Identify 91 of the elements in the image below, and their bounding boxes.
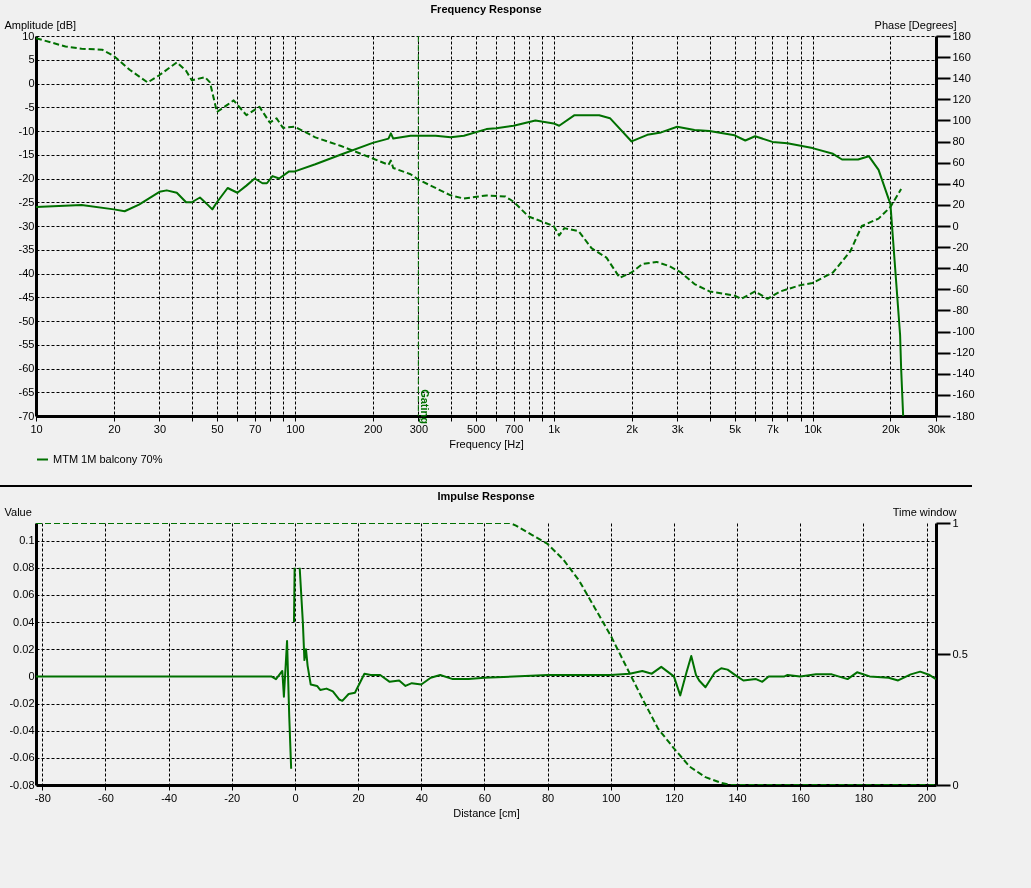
x-tick-label: 200 bbox=[364, 422, 383, 435]
x-tick-label: 30k bbox=[927, 422, 946, 435]
y-tick-label: 0.02 bbox=[13, 642, 35, 655]
y2-tick-label: 0 bbox=[952, 219, 959, 232]
legend-label: MTM 1M balcony 70% bbox=[53, 452, 163, 465]
x-tick-label: 80 bbox=[541, 791, 555, 804]
chart-title: Frequency Response bbox=[430, 3, 542, 15]
y-tick-label: -10 bbox=[18, 124, 35, 137]
x-tick-label: 20 bbox=[108, 422, 121, 435]
y-tick-label: 5 bbox=[28, 53, 35, 66]
y-tick-label: -55 bbox=[18, 338, 35, 351]
x-tick-label: 5k bbox=[729, 422, 742, 435]
x-tick-label: 60 bbox=[478, 791, 492, 804]
ref-line-label: Gating bbox=[419, 389, 432, 424]
y2-tick-label: 100 bbox=[952, 113, 971, 126]
x-tick-label: 50 bbox=[211, 422, 224, 435]
x-tick-label: 100 bbox=[602, 791, 621, 804]
y2-tick-label: -180 bbox=[952, 409, 975, 422]
y2-tick-label: -100 bbox=[952, 325, 975, 338]
y2-tick-label: 1 bbox=[952, 516, 959, 529]
y2-tick-label: 120 bbox=[952, 92, 971, 105]
x-tick-label: 300 bbox=[409, 422, 429, 435]
x-tick-label: 120 bbox=[665, 791, 684, 804]
y-tick-label: 0 bbox=[28, 669, 35, 682]
y2-tick-label: -40 bbox=[952, 261, 969, 274]
y2-tick-label: -160 bbox=[952, 388, 975, 401]
y-tick-label: -45 bbox=[18, 290, 35, 303]
x-tick-label: 20 bbox=[352, 791, 365, 804]
x-axis-title: Frequency [Hz] bbox=[449, 437, 524, 450]
y-tick-label: -30 bbox=[18, 219, 35, 232]
y-tick-label: 0.06 bbox=[13, 588, 35, 601]
y2-tick-label: 140 bbox=[952, 71, 971, 84]
y-tick-label: 0.08 bbox=[13, 561, 35, 574]
y-tick-label: -40 bbox=[18, 267, 35, 279]
y2-tick-label: 40 bbox=[952, 177, 965, 190]
y-tick-label: -0.04 bbox=[9, 724, 35, 737]
y-tick-label: -50 bbox=[18, 314, 35, 327]
y-tick-label: -0.06 bbox=[9, 751, 35, 764]
y-tick-label: -65 bbox=[18, 385, 35, 398]
y-tick-label: -35 bbox=[18, 243, 35, 256]
y-tick-label: -25 bbox=[18, 195, 35, 208]
x-tick-label: -40 bbox=[161, 791, 178, 804]
y-tick-label: 0 bbox=[28, 77, 35, 89]
x-tick-label: -80 bbox=[34, 791, 51, 804]
y2-axis-title: Time window bbox=[892, 505, 957, 518]
y2-tick-label: -140 bbox=[952, 367, 975, 380]
x-tick-label: 700 bbox=[504, 422, 524, 435]
x-axis-title: Distance [cm] bbox=[453, 806, 520, 819]
x-tick-label: 200 bbox=[917, 791, 937, 804]
y-tick-label: -70 bbox=[18, 409, 35, 422]
x-tick-label: 40 bbox=[415, 791, 428, 804]
y2-tick-label: 0 bbox=[952, 778, 959, 791]
y-tick-label: -0.02 bbox=[9, 697, 35, 710]
x-tick-label: 3k bbox=[671, 422, 684, 435]
y2-axis-title: Phase [Degrees] bbox=[874, 18, 957, 31]
x-tick-label: -60 bbox=[98, 791, 114, 804]
x-tick-label: 30 bbox=[153, 422, 167, 435]
y2-tick-label: 160 bbox=[952, 50, 971, 63]
y-tick-label: -0.08 bbox=[9, 778, 35, 791]
x-tick-label: 70 bbox=[249, 422, 262, 435]
y-tick-label: -60 bbox=[18, 362, 35, 374]
y2-tick-label: 20 bbox=[952, 198, 965, 211]
y2-tick-label: -60 bbox=[952, 282, 969, 295]
y2-tick-label: -20 bbox=[952, 240, 969, 253]
y-axis-title: Amplitude [dB] bbox=[4, 18, 77, 31]
chart-title: Impulse Response bbox=[437, 490, 535, 502]
y2-tick-label: -80 bbox=[952, 303, 969, 316]
y2-tick-label: 60 bbox=[952, 156, 965, 169]
x-tick-label: 140 bbox=[728, 791, 747, 804]
y2-tick-label: -120 bbox=[952, 346, 975, 359]
y2-tick-label: 180 bbox=[952, 29, 971, 42]
y-tick-label: 0.04 bbox=[13, 615, 35, 628]
x-tick-label: 500 bbox=[467, 422, 486, 435]
x-tick-label: 1k bbox=[548, 422, 561, 435]
y-axis-title: Value bbox=[4, 505, 32, 518]
y-tick-label: -5 bbox=[24, 100, 35, 113]
x-tick-label: 7k bbox=[767, 422, 780, 435]
x-tick-label: 20k bbox=[882, 422, 901, 435]
x-tick-label: 100 bbox=[286, 422, 305, 435]
y2-tick-label: 0.5 bbox=[952, 647, 968, 660]
y-tick-label: -20 bbox=[18, 172, 35, 184]
y-tick-label: 0.1 bbox=[19, 534, 35, 547]
x-tick-label: 10k bbox=[804, 422, 823, 435]
x-tick-label: 0 bbox=[292, 791, 299, 804]
x-tick-label: 2k bbox=[626, 422, 639, 435]
x-tick-label: 160 bbox=[791, 791, 810, 804]
y2-tick-label: 80 bbox=[952, 135, 965, 148]
x-tick-label: -20 bbox=[224, 791, 241, 804]
x-tick-label: 180 bbox=[854, 791, 874, 804]
y-tick-label: 10 bbox=[22, 29, 35, 42]
y-tick-label: -15 bbox=[18, 148, 35, 161]
